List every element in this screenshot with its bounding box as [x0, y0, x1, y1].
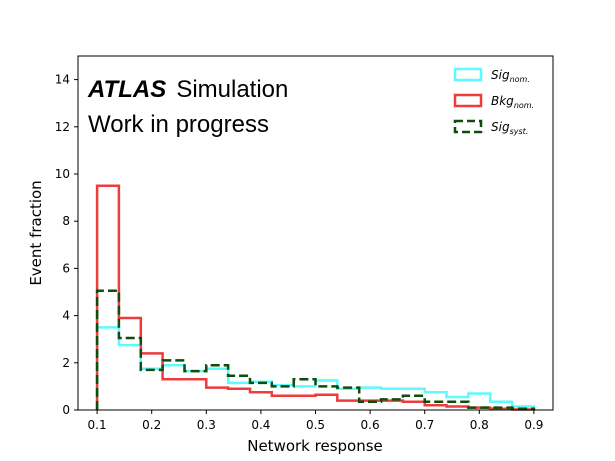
- x-tick-label: 0.4: [251, 418, 270, 432]
- x-tick-label: 0.1: [88, 418, 107, 432]
- atlas-simulation: Simulation: [176, 76, 288, 103]
- y-tick-label: 10: [55, 167, 70, 181]
- y-tick-label: 12: [55, 120, 70, 134]
- x-tick-label: 0.7: [415, 418, 434, 432]
- y-tick-label: 0: [62, 403, 70, 417]
- atlas-label: ATLAS Simulation: [87, 76, 288, 103]
- y-axis: 0 2 4 6 8 10 12 14: [55, 73, 78, 417]
- legend-swatch-1: [453, 93, 483, 108]
- y-tick-label: 14: [55, 73, 70, 87]
- legend-name: Bkg: [491, 94, 514, 108]
- x-tick-label: 0.8: [470, 418, 489, 432]
- series-layer: [95, 184, 536, 411]
- y-tick-label: 6: [62, 261, 70, 275]
- legend-subscript: nom.: [510, 75, 530, 84]
- work-in-progress-label: Work in progress: [88, 111, 269, 138]
- y-tick-label: 8: [62, 214, 70, 228]
- legend: Signom.Bkgnom.Sigsyst.: [453, 67, 534, 136]
- atlas-brand: ATLAS: [87, 76, 166, 103]
- legend-subscript: nom.: [514, 101, 534, 110]
- y-tick-label: 4: [62, 309, 70, 323]
- y-axis-label: Event fraction: [27, 180, 45, 285]
- x-tick-label: 0.6: [361, 418, 380, 432]
- legend-label-2: Sigsyst.: [491, 120, 528, 136]
- x-axis-label: Network response: [247, 437, 383, 455]
- legend-name: Sig: [491, 68, 510, 82]
- x-tick-label: 0.5: [306, 418, 325, 432]
- x-tick-label: 0.9: [524, 418, 543, 432]
- x-tick-label: 0.3: [197, 418, 216, 432]
- legend-swatch-2: [453, 119, 483, 134]
- legend-name: Sig: [491, 120, 510, 134]
- legend-subscript: syst.: [510, 127, 529, 136]
- x-axis: 0.1 0.2 0.3 0.4 0.5 0.6 0.7 0.8 0.9: [88, 410, 543, 432]
- legend-label-0: Signom.: [491, 68, 530, 84]
- y-tick-label: 2: [62, 356, 70, 370]
- legend-label-1: Bkgnom.: [491, 94, 534, 110]
- legend-swatch-0: [453, 67, 483, 82]
- series-2-line: [95, 289, 536, 411]
- x-tick-label: 0.2: [142, 418, 161, 432]
